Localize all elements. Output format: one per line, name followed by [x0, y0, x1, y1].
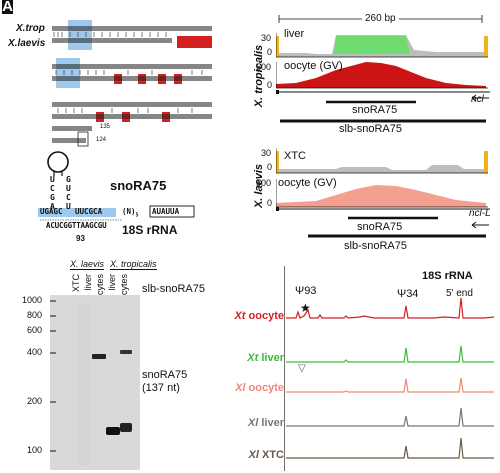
ladder-800: 800 — [27, 310, 43, 320]
trace-species-xt-oocyte: Xt — [234, 310, 246, 322]
stem-pair-2: U — [66, 184, 71, 193]
trace-label-xt-oocyte: Xt oocyte — [226, 310, 284, 322]
species-bottom-label: X.laevis — [8, 38, 46, 49]
laevis-feature-slb: slb-snoRA75 — [344, 240, 407, 252]
trop-liver-track-label: liver — [284, 28, 305, 40]
laevis-oocyte-tick-bottom: 0 — [267, 198, 273, 208]
trop-liver-tick-top: 30 — [261, 33, 272, 43]
stem-base-3: G — [50, 193, 55, 202]
panel-c: X. laevis X. tropicalis XTC liver oocyte… — [0, 255, 240, 473]
sequence-alignment — [52, 20, 212, 147]
triangle-marker: ▽ — [298, 363, 306, 374]
ladder-100: 100 — [27, 445, 43, 455]
trop-liver-tick-bottom: 0 — [267, 47, 273, 57]
trop-oocyte-tick-top: 500 — [256, 62, 272, 72]
stem-pair-4: U — [66, 202, 71, 211]
trace-plot — [284, 266, 495, 471]
trop-gene-label: ncl — [471, 94, 484, 105]
trace-tissue-xl-xtc: XTC — [262, 449, 284, 461]
panel-a-letter: A — [2, 0, 13, 15]
trace-title: 18S rRNA — [422, 270, 473, 282]
snorna-stem-loop — [38, 151, 195, 221]
box-seq-mid: UUCGCA — [75, 207, 103, 216]
box-n-text: (N) — [122, 207, 136, 216]
ladder-200: 200 — [27, 396, 43, 406]
star-marker: ★ — [300, 301, 311, 315]
band-label-slb: slb-snoRA75 — [142, 283, 205, 295]
trace-species-xt-liver: Xt — [247, 352, 259, 364]
laevis-oocyte-track-label: oocyte (GV) — [278, 177, 337, 189]
gel-species-trop: X. tropicalis — [110, 259, 157, 270]
scale-label: 260 bp — [362, 13, 399, 24]
peak-5end: 5' end — [446, 288, 473, 299]
species-top-label: X.trop — [16, 23, 45, 34]
trop-gene-annotation — [276, 90, 490, 123]
peak-psi34: Ψ34 — [397, 288, 419, 300]
panel-d: 18S rRNA Ψ93 Ψ34 5' end ★ ▽ Xt oocyte Xt… — [234, 260, 500, 473]
trop-coverage-tracks — [276, 33, 488, 89]
position-label: 93 — [76, 234, 85, 243]
trace-species-xl-liver: Xl — [247, 417, 259, 429]
stem-base-2: C — [50, 184, 55, 193]
band-label-size: (137 nt) — [142, 382, 180, 394]
laevis-gene-label: ncl-L — [469, 208, 491, 219]
trace-tissue-xl-liver: liver — [261, 417, 284, 429]
trace-label-xl-xtc: Xl XTC — [226, 449, 284, 461]
trop-oocyte-tick-bottom: 0 — [267, 80, 273, 90]
laevis-oocyte-tick-top: 500 — [256, 178, 272, 188]
trop-feature-slb: slb-snoRA75 — [339, 123, 402, 135]
ladder-600: 600 — [27, 325, 43, 335]
laevis-xtc-tick-top: 30 — [261, 148, 272, 158]
trace-tissue-xt-liver: liver — [261, 352, 284, 364]
stem-pair-3: C — [66, 193, 71, 202]
trace-label-xt-liver: Xt liver — [226, 352, 284, 364]
rrna-label: 18S rRNA — [122, 223, 178, 237]
laevis-xtc-tick-bottom: 0 — [267, 162, 273, 172]
laevis-gene-annotation — [276, 207, 490, 238]
trop-oocyte-track-label: oocyte (GV) — [284, 60, 343, 72]
line-number-135: 135 — [100, 124, 111, 130]
band-label-snora75: snoRA75 — [142, 369, 188, 381]
box-n: (N)5 — [122, 207, 139, 219]
box-aca: AUAUUA — [152, 207, 180, 216]
rrna-seq: ACUCGGTTAAGCGU — [46, 221, 107, 230]
trace-species-xl-oocyte: Xl — [235, 382, 246, 394]
box-seq-left: UGAGC — [40, 207, 63, 216]
stem-pair-1: G — [66, 175, 71, 184]
gel-image — [50, 295, 140, 470]
trop-feature-snora75: snoRA75 — [352, 104, 398, 116]
line-number-124: 124 — [96, 137, 107, 143]
gel-species-laevis: X. laevis — [70, 259, 105, 270]
ladder-400: 400 — [27, 347, 43, 357]
trace-species-xl-xtc: Xl — [248, 449, 259, 461]
laevis-xtc-track-label: XTC — [284, 150, 306, 162]
trace-tissue-xt-oocyte: oocyte — [248, 310, 284, 322]
box-n-sub: 5 — [135, 212, 139, 219]
trace-label-xl-liver: Xl liver — [226, 417, 284, 429]
laevis-coverage-tracks — [276, 148, 488, 208]
peak-psi93: Ψ93 — [295, 285, 317, 297]
stem-base-4: A — [50, 202, 55, 211]
trace-label-xl-oocyte: Xl oocyte — [226, 382, 284, 394]
stem-base-1: U — [50, 175, 55, 184]
ladder-1000: 1000 — [22, 295, 43, 305]
laevis-feature-snora75: snoRA75 — [357, 221, 403, 233]
snorna-label: snoRA75 — [110, 178, 167, 193]
panel-a: A X.trop X.laevis — [0, 0, 240, 250]
panel-b: 260 bp X. tropicalis 30 0 500 0 liver oo… — [240, 0, 500, 260]
trace-tissue-xl-oocyte: oocyte — [248, 382, 284, 394]
